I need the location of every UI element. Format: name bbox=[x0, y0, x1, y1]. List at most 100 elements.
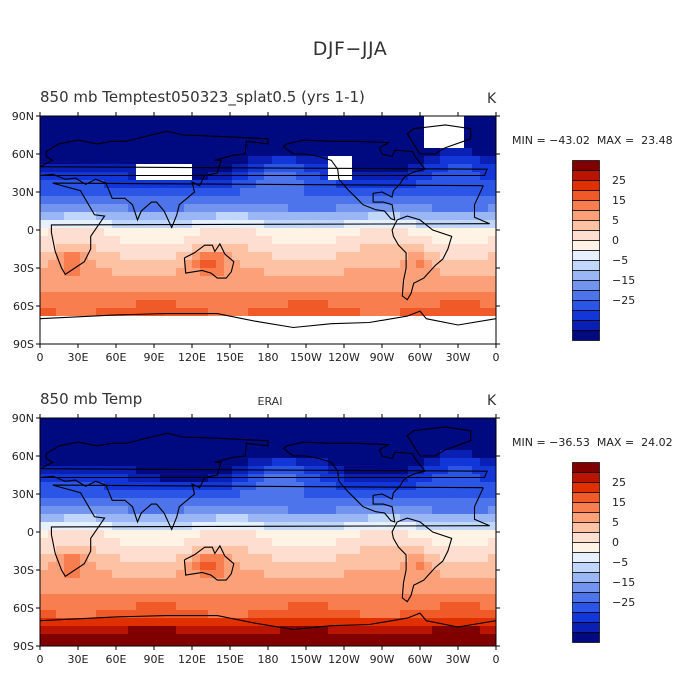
field-cell bbox=[128, 292, 137, 301]
field-cell bbox=[480, 434, 489, 443]
field-cell bbox=[104, 340, 113, 344]
field-cell bbox=[64, 236, 73, 245]
field-cell bbox=[144, 284, 153, 293]
field-cell bbox=[160, 212, 169, 221]
field-cell bbox=[456, 562, 465, 571]
field-cell bbox=[40, 578, 49, 587]
field-cell bbox=[48, 554, 57, 563]
field-cell bbox=[440, 268, 449, 277]
field-cell bbox=[464, 132, 473, 141]
field-cell bbox=[416, 316, 425, 325]
field-cell bbox=[88, 498, 97, 507]
field-cell bbox=[304, 268, 313, 277]
colorbar-swatch bbox=[572, 180, 600, 191]
field-cell bbox=[456, 300, 465, 309]
field-cell bbox=[296, 474, 305, 483]
field-cell bbox=[336, 300, 345, 309]
field-cell bbox=[72, 634, 81, 643]
field-cell bbox=[48, 276, 57, 285]
field-cell bbox=[248, 458, 257, 467]
field-cell bbox=[248, 172, 257, 181]
field-cell bbox=[448, 594, 457, 603]
field-cell bbox=[128, 634, 137, 643]
field-cell bbox=[160, 618, 169, 627]
field-cell bbox=[136, 554, 145, 563]
field-cell bbox=[264, 116, 273, 125]
panel-center-label: ERAI bbox=[257, 395, 283, 408]
field-cell bbox=[136, 332, 145, 341]
field-cell bbox=[392, 292, 401, 301]
field-cell bbox=[344, 626, 353, 635]
field-cell bbox=[424, 634, 433, 643]
field-cell bbox=[64, 300, 73, 309]
field-cell bbox=[200, 204, 209, 213]
field-cell bbox=[312, 626, 321, 635]
field-cell bbox=[352, 324, 361, 333]
field-cell bbox=[312, 156, 321, 165]
field-cell bbox=[312, 228, 321, 237]
field-cell bbox=[64, 626, 73, 635]
field-cell bbox=[208, 292, 217, 301]
field-cell bbox=[64, 442, 73, 451]
field-cell bbox=[392, 642, 401, 646]
field-cell bbox=[144, 578, 153, 587]
field-cell bbox=[40, 156, 49, 165]
field-cell bbox=[456, 236, 465, 245]
field-cell bbox=[272, 546, 281, 555]
field-cell bbox=[344, 538, 353, 547]
field-cell bbox=[328, 538, 337, 547]
field-cell bbox=[296, 546, 305, 555]
field-cell bbox=[192, 276, 201, 285]
field-cell bbox=[408, 276, 417, 285]
field-cell bbox=[488, 164, 496, 173]
field-cell bbox=[400, 172, 409, 181]
field-cell bbox=[464, 212, 473, 221]
field-cell bbox=[56, 116, 65, 125]
field-cell bbox=[120, 562, 129, 571]
field-cell bbox=[400, 498, 409, 507]
field-cell bbox=[240, 316, 249, 325]
field-cell bbox=[256, 506, 265, 515]
field-cell bbox=[264, 490, 273, 499]
field-cell bbox=[408, 482, 417, 491]
field-cell bbox=[312, 196, 321, 205]
field-cell bbox=[448, 586, 457, 595]
field-cell bbox=[256, 554, 265, 563]
field-cell bbox=[448, 140, 457, 149]
field-cell bbox=[120, 340, 129, 344]
field-cell bbox=[368, 546, 377, 555]
colorbar-label: 5 bbox=[612, 214, 619, 227]
field-cell bbox=[400, 268, 409, 277]
field-cell bbox=[224, 236, 233, 245]
field-cell bbox=[168, 188, 177, 197]
field-cell bbox=[208, 172, 217, 181]
field-cell bbox=[328, 442, 337, 451]
field-cell bbox=[360, 642, 369, 646]
field-cell bbox=[152, 236, 161, 245]
field-cell bbox=[88, 212, 97, 221]
field-cell bbox=[184, 300, 193, 309]
field-cell bbox=[320, 626, 329, 635]
field-cell bbox=[40, 308, 49, 317]
field-cell bbox=[296, 442, 305, 451]
field-cell bbox=[472, 594, 481, 603]
field-cell bbox=[96, 204, 105, 213]
field-cell bbox=[400, 514, 409, 523]
field-cell bbox=[288, 236, 297, 245]
field-cell bbox=[344, 172, 353, 181]
field-cell bbox=[224, 324, 233, 333]
field-cell bbox=[464, 458, 473, 467]
field-cell bbox=[432, 276, 441, 285]
field-cell bbox=[312, 324, 321, 333]
field-cell bbox=[320, 610, 329, 619]
field-cell bbox=[352, 434, 361, 443]
field-cell bbox=[384, 244, 393, 253]
field-cell bbox=[48, 220, 57, 229]
field-cell bbox=[160, 530, 169, 539]
field-cell bbox=[208, 442, 217, 451]
field-cell bbox=[208, 252, 217, 261]
field-cell bbox=[144, 554, 153, 563]
field-cell bbox=[488, 300, 496, 309]
lon-tick-label: 60W bbox=[408, 351, 433, 364]
field-cell bbox=[224, 442, 233, 451]
